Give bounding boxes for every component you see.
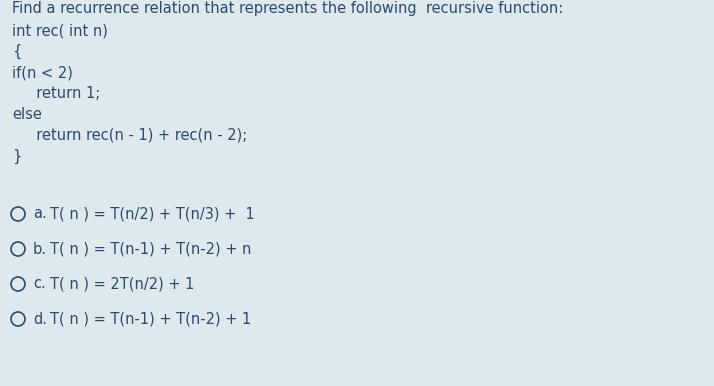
Text: return 1;: return 1; — [27, 86, 100, 101]
Text: d.: d. — [33, 312, 47, 327]
Text: else: else — [12, 107, 42, 122]
Text: if(n < 2): if(n < 2) — [12, 65, 73, 80]
Text: return rec(n - 1) + rec(n - 2);: return rec(n - 1) + rec(n - 2); — [27, 128, 247, 143]
Text: a.: a. — [33, 207, 46, 222]
Text: {: { — [12, 44, 21, 59]
Text: T( n ) = 2T(n/2) + 1: T( n ) = 2T(n/2) + 1 — [50, 276, 194, 291]
Text: int rec( int n): int rec( int n) — [12, 23, 108, 38]
Text: T( n ) = T(n-1) + T(n-2) + 1: T( n ) = T(n-1) + T(n-2) + 1 — [50, 312, 251, 327]
Text: }: } — [12, 149, 21, 164]
Text: c.: c. — [33, 276, 46, 291]
Text: Find a recurrence relation that represents the following  recursive function:: Find a recurrence relation that represen… — [12, 1, 563, 16]
Text: T( n ) = T(n/2) + T(n/3) +  1: T( n ) = T(n/2) + T(n/3) + 1 — [50, 207, 255, 222]
Text: b.: b. — [33, 242, 47, 257]
Text: T( n ) = T(n-1) + T(n-2) + n: T( n ) = T(n-1) + T(n-2) + n — [50, 242, 251, 257]
